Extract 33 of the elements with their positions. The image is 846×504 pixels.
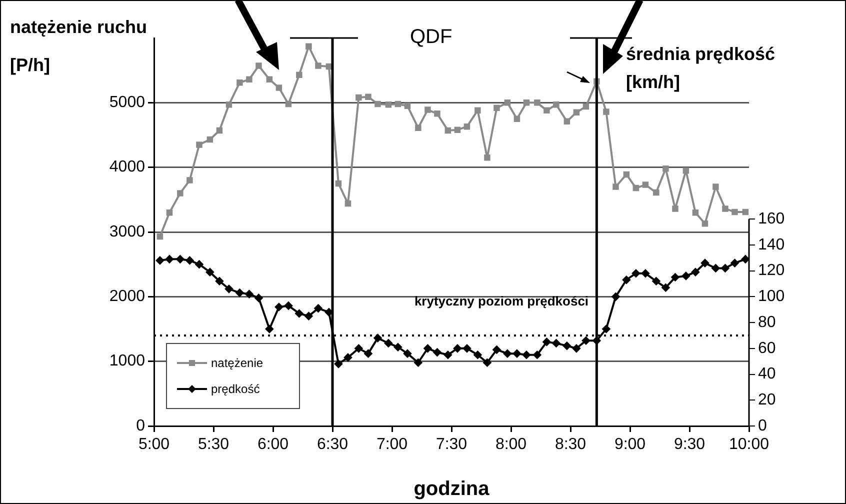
x-tick-label: 8:30 [554, 436, 586, 454]
ref-line-label: krytyczny poziom prędkości [414, 293, 589, 308]
y2-tick-label: 140 [758, 236, 785, 254]
x-tick-label: 10:00 [728, 436, 770, 454]
y2-tick-label: 80 [758, 314, 776, 331]
x-tick-label: 7:00 [376, 436, 408, 454]
legend-label: natężenie [211, 356, 264, 370]
y-axis-title: natężenie ruchu [P/h] [10, 16, 148, 77]
y2-tick-label: 60 [758, 340, 776, 357]
legend-label: prędkość [211, 382, 260, 396]
x-tick-label: 6:00 [257, 436, 289, 454]
y2-tick-label: 20 [758, 392, 776, 409]
x-tick-label: 5:30 [198, 436, 230, 454]
x-tick-label: 5:00 [138, 436, 170, 454]
y-tick-label: 4000 [109, 158, 146, 176]
y2-tick-label: 160 [758, 210, 785, 228]
y-tick-label: 3000 [109, 223, 146, 240]
annotation: QDF [410, 26, 452, 49]
y2-tick-label: 100 [758, 288, 785, 306]
y2-tick-label: 0 [758, 417, 767, 434]
x-tick-label: 8:00 [495, 436, 527, 454]
y-tick-label: 2000 [109, 288, 146, 306]
y-tick-label: 0 [136, 417, 146, 434]
x-tick-label: 6:30 [316, 436, 348, 454]
y2-tick-label: 120 [758, 262, 785, 280]
y2-tick-label: 40 [758, 366, 776, 383]
x-tick-label: 9:00 [614, 436, 646, 454]
y-tick-label: 5000 [109, 94, 146, 112]
y2-axis-title: średnia prędkość [km/h] [626, 43, 776, 94]
y-tick-label: 1000 [109, 352, 146, 370]
x-axis-title: godzina [412, 478, 490, 501]
x-tick-label: 7:30 [436, 436, 468, 454]
x-tick-label: 9:30 [674, 436, 706, 454]
